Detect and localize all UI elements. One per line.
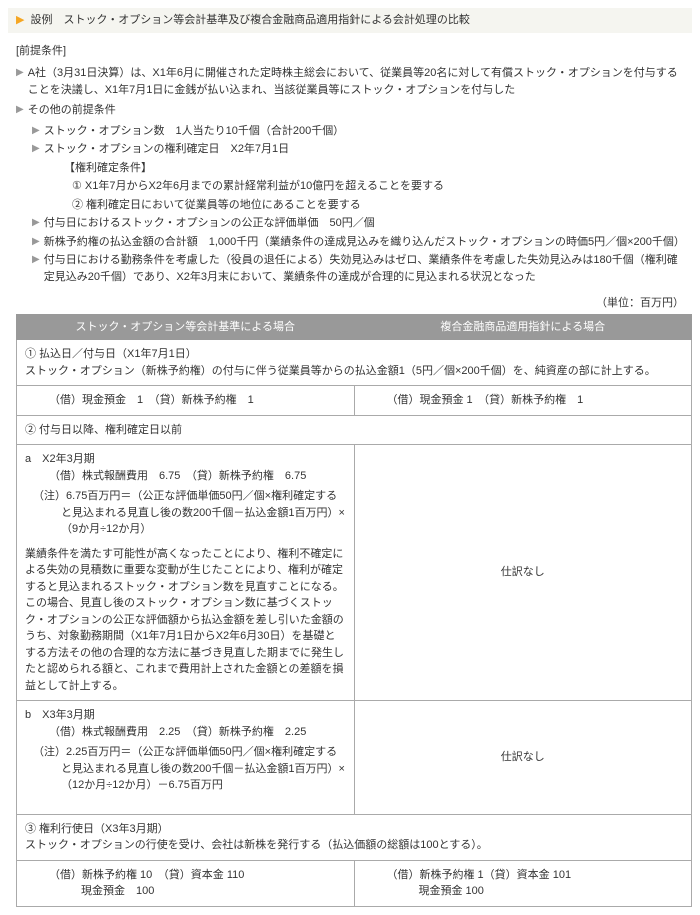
section-2b-right: 仕訳なし — [354, 701, 692, 815]
sub-item: 付与日におけるストック・オプションの公正な評価単価 50円／個 — [44, 215, 684, 232]
note-line: （12か月÷12か月）－6.75百万円 — [25, 777, 346, 794]
section-1-desc: ストック・オプション（新株予約権）の付与に伴う従業員等からの払込金額1（5円／個… — [25, 363, 683, 380]
bullet-icon: ▶ — [32, 123, 40, 138]
example-title-bar: ▶ 設例 ストック・オプション等会計基準及び複合金融商品適用指針による会計処理の… — [8, 8, 692, 33]
vesting-condition-1: ① X1年7月からX2年6月までの累計経常利益が10億円を超えることを要する — [72, 178, 684, 195]
section-2a-label: a X2年3月期 — [25, 451, 346, 468]
bullet-icon: ▶ — [32, 215, 40, 230]
other-prereq-label: その他の前提条件 — [28, 102, 684, 119]
vesting-conditions-label: 【権利確定条件】 — [64, 160, 684, 177]
note-line: と見込まれる見直し後の数200千個－払込金額1百万円）× — [25, 505, 346, 522]
bullet-icon: ▶ — [32, 141, 40, 156]
section-2b-left: b X3年3月期 （借）株式報酬費用 2.25 （貸）新株予約権 2.25 （注… — [17, 701, 355, 815]
section-3: ③ 権利行使日（X3年3月期） ストック・オプションの行使を受け、会社は新株を発… — [17, 814, 692, 860]
prereq-main-text: A社（3月31日決算）は、X1年6月に開催された定時株主総会において、従業員等2… — [28, 65, 684, 98]
note-line: （注）2.25百万円＝（公正な評価単価50円／個×権利確定する — [25, 744, 346, 761]
journal-entry: （借）株式報酬費用 6.75 （貸）新株予約権 6.75 — [25, 468, 346, 485]
note-line: （注）6.75百万円＝（公正な評価単価50円／個×権利確定する — [25, 488, 346, 505]
prereq-body: ▶ A社（3月31日決算）は、X1年6月に開催された定時株主総会において、従業員… — [16, 65, 684, 285]
section-3-heading: ③ 権利行使日（X3年3月期） — [25, 821, 683, 838]
journal-entry: （借）株式報酬費用 2.25 （貸）新株予約権 2.25 — [25, 724, 346, 741]
sub-item: 新株予約権の払込金額の合計額 1,000千円（業績条件の達成見込みを織り込んだス… — [44, 234, 684, 251]
section-2b-label: b X3年3月期 — [25, 707, 346, 724]
bullet-icon: ▶ — [32, 234, 40, 249]
section-2a-paragraph: 業績条件を満たす可能性が高くなったことにより、権利不確定による失効の見積数に重要… — [25, 546, 346, 695]
sub-item: ストック・オプション数 1人当たり10千個（合計200千個） — [44, 123, 684, 140]
journal-entry-line2: 現金預金 100 — [363, 883, 684, 900]
section-2-heading: ② 付与日以降、権利確定日以前 — [17, 415, 692, 445]
bullet-icon: ▶ — [16, 102, 24, 117]
sub-item: ストック・オプションの権利確定日 X2年7月1日 — [44, 141, 684, 158]
col-header-compound: 複合金融商品適用指針による場合 — [354, 314, 692, 340]
journal-entry: （借）新株予約権 1（貸）資本金 101 — [363, 867, 684, 884]
section-1-right-entry: （借）現金預金 1 （貸）新株予約権 1 — [354, 386, 692, 416]
journal-entry-line2: 現金預金 100 — [25, 883, 346, 900]
sub-item: 付与日における勤務条件を考慮した（役員の退任による）失効見込みはゼロ、業績条件を… — [44, 252, 684, 285]
journal-entry: （借）現金預金 1 （貸）新株予約権 1 — [25, 392, 346, 409]
section-3-left: （借）新株予約権 10 （貸）資本金 110 現金預金 100 — [17, 860, 355, 906]
triangle-icon: ▶ — [16, 12, 24, 29]
comparison-table: ストック・オプション等会計基準による場合 複合金融商品適用指針による場合 ① 払… — [16, 314, 692, 907]
prereq-heading: [前提条件] — [16, 43, 692, 60]
example-title: 設例 ストック・オプション等会計基準及び複合金融商品適用指針による会計処理の比較 — [30, 12, 469, 29]
section-3-right: （借）新株予約権 1（貸）資本金 101 現金預金 100 — [354, 860, 692, 906]
section-1: ① 払込日／付与日（X1年7月1日） ストック・オプション（新株予約権）の付与に… — [17, 340, 692, 386]
section-2a-left: a X2年3月期 （借）株式報酬費用 6.75 （貸）新株予約権 6.75 （注… — [17, 445, 355, 701]
section-1-left-entry: （借）現金預金 1 （貸）新株予約権 1 — [17, 386, 355, 416]
section-3-desc: ストック・オプションの行使を受け、会社は新株を発行する（払込価額の総額は100と… — [25, 837, 683, 854]
note-line: （9か月÷12か月） — [25, 521, 346, 538]
unit-label: （単位：百万円） — [8, 295, 684, 312]
section-1-heading: ① 払込日／付与日（X1年7月1日） — [25, 346, 683, 363]
journal-entry: （借）新株予約権 10 （貸）資本金 110 — [25, 867, 346, 884]
bullet-icon: ▶ — [32, 252, 40, 267]
vesting-condition-2: ② 権利確定日において従業員等の地位にあることを要する — [72, 197, 684, 214]
section-2a-right: 仕訳なし — [354, 445, 692, 701]
bullet-icon: ▶ — [16, 65, 24, 80]
journal-entry: （借）現金預金 1 （貸）新株予約権 1 — [363, 392, 684, 409]
note-line: と見込まれる見直し後の数200千個－払込金額1百万円）× — [25, 761, 346, 778]
col-header-stock-option: ストック・オプション等会計基準による場合 — [17, 314, 355, 340]
